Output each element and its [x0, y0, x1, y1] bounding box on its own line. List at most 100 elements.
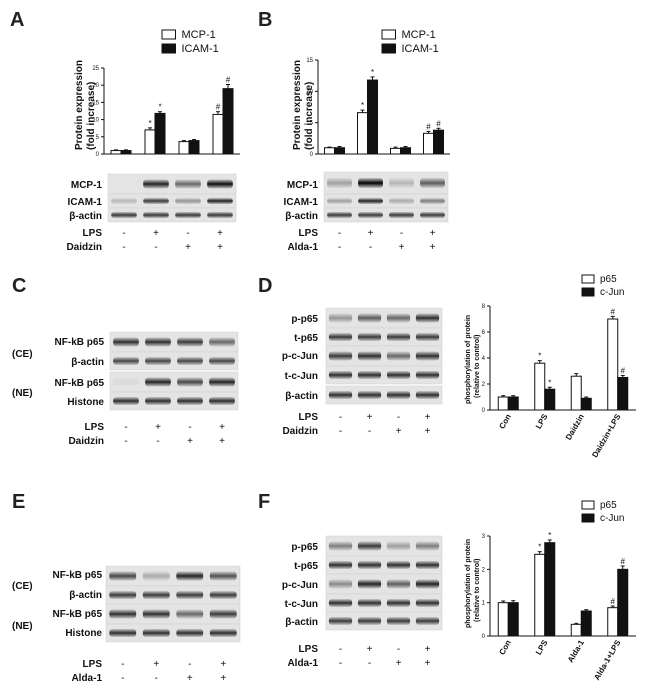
- band: [209, 628, 237, 638]
- blot-nfkb-ne-c: [109, 371, 239, 393]
- bar-mcp-1-2: [144, 129, 156, 155]
- band: [389, 211, 414, 219]
- band: [328, 616, 353, 626]
- bar-icam-1-1: [120, 150, 132, 155]
- bar-mcp-1-4: [423, 132, 434, 155]
- band: [328, 370, 353, 380]
- bar-chart-A: 0 5 10 15 20 25 * * # #: [92, 66, 240, 158]
- treatment-label-daidzin: Daidzin: [282, 426, 318, 437]
- band: [209, 571, 237, 581]
- plus-sign: +: [425, 426, 431, 437]
- blot-label: β-actin: [285, 617, 318, 628]
- x-category-label: Alda-1: [566, 638, 586, 664]
- panel-letter-e: E: [12, 491, 25, 513]
- y-axis-title: Protein expression: [74, 60, 85, 150]
- y-axis-title: (relative to control): [474, 335, 481, 398]
- minus-sign: -: [338, 228, 341, 239]
- band: [358, 197, 383, 205]
- band: [142, 609, 170, 619]
- band: [386, 313, 411, 323]
- blot-tp65-f: [325, 555, 443, 575]
- blot-label: ICAM-1: [284, 197, 319, 208]
- bar-c-jun-3: [580, 397, 592, 411]
- band: [328, 579, 353, 589]
- bar-c-jun-3: [580, 610, 592, 637]
- y-tick-label: 2: [482, 382, 486, 388]
- x-category-label: Con: [497, 412, 513, 430]
- blot-label: MCP-1: [71, 180, 103, 191]
- band: [142, 571, 170, 581]
- x-category-label: LPS: [534, 412, 550, 431]
- band: [145, 356, 171, 366]
- significance-hash: #: [216, 103, 221, 112]
- band: [328, 560, 353, 570]
- blot-actin-b: [323, 207, 449, 223]
- y-tick-label: 0: [482, 408, 486, 414]
- bar-p65-2: [534, 362, 546, 411]
- blot-tcjun-f: [325, 593, 443, 613]
- y-axis-title: Protein expression: [292, 60, 303, 150]
- panel-letter-d: D: [258, 275, 272, 297]
- band: [109, 590, 137, 600]
- minus-sign: -: [122, 228, 125, 239]
- blot-label: β-actin: [69, 211, 102, 222]
- band: [357, 598, 382, 608]
- legend-label-1: MCP-1: [402, 29, 436, 41]
- bar-icam-1-4: [433, 129, 444, 155]
- blot-label: β-actin: [69, 590, 102, 601]
- minus-sign: -: [397, 412, 400, 423]
- y-tick-label: 20: [92, 83, 99, 89]
- bar-mcp-1-1: [110, 150, 122, 155]
- blot-label: p-c-Jun: [282, 351, 318, 362]
- blot-label: t-p65: [294, 333, 318, 344]
- band: [143, 179, 169, 189]
- legend-swatch-1: [161, 29, 176, 40]
- panel-letter-a: A: [10, 9, 24, 31]
- band: [357, 616, 382, 626]
- blot-nfkb-ce-c: [109, 331, 239, 353]
- minus-sign: -: [397, 644, 400, 655]
- band: [357, 560, 382, 570]
- legend-label-2: c-Jun: [600, 287, 624, 298]
- significance-hash: #: [426, 122, 431, 131]
- band: [415, 579, 440, 589]
- blot-label: ICAM-1: [68, 197, 103, 208]
- band: [357, 541, 382, 551]
- bar-p65-1: [497, 602, 509, 637]
- legend-swatch-2: [581, 287, 595, 297]
- blot-label: NF-kB p65: [55, 378, 105, 389]
- band: [209, 396, 235, 406]
- band: [145, 396, 171, 406]
- band: [109, 628, 137, 638]
- minus-sign: -: [368, 658, 371, 669]
- bar-mcp-1-1: [324, 147, 335, 155]
- plus-sign: +: [187, 436, 193, 447]
- minus-sign: -: [339, 426, 342, 437]
- panel-letter-c: C: [12, 275, 26, 297]
- band: [415, 616, 440, 626]
- minus-sign: -: [121, 673, 124, 684]
- bar-icam-1-2: [367, 79, 378, 155]
- band: [209, 377, 235, 387]
- plus-sign: +: [185, 242, 191, 253]
- y-tick-label: 10: [306, 89, 313, 95]
- plus-sign: +: [430, 228, 436, 239]
- significance-star: *: [148, 119, 151, 128]
- plus-sign: +: [153, 228, 159, 239]
- minus-sign: -: [188, 659, 191, 670]
- legend-swatch-2: [381, 43, 396, 54]
- band: [328, 351, 353, 361]
- minus-sign: -: [338, 242, 341, 253]
- plus-sign: +: [430, 242, 436, 253]
- bar-chart-B: 0 5 10 15 * * # #: [306, 58, 450, 158]
- blot-pp65-d: [325, 307, 443, 329]
- treatment-label-lps: LPS: [83, 659, 103, 670]
- y-axis-title: (fold increase): [86, 82, 97, 150]
- blot-label: NF-kB p65: [53, 609, 103, 620]
- y-tick-label: 0: [310, 152, 314, 158]
- band: [386, 598, 411, 608]
- legend-label-2: c-Jun: [600, 513, 624, 524]
- plus-sign: +: [399, 242, 405, 253]
- plus-sign: +: [217, 242, 223, 253]
